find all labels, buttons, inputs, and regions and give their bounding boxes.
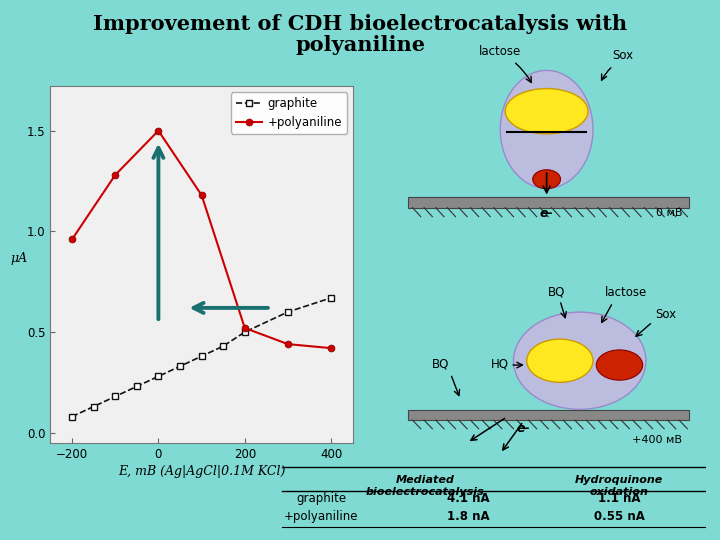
Text: HQ: HQ (491, 357, 509, 370)
graphite (284, 309, 292, 315)
Circle shape (527, 339, 593, 382)
Text: lactose: lactose (479, 44, 521, 58)
Text: +400 мВ: +400 мВ (632, 435, 683, 445)
Text: e-: e- (540, 207, 554, 220)
+polyaniline (111, 172, 120, 178)
graphite (132, 383, 141, 390)
graphite (240, 329, 249, 335)
graphite (176, 363, 184, 369)
+polyaniline (240, 325, 249, 331)
Text: Improvement of CDH bioelectrocatalysis with: Improvement of CDH bioelectrocatalysis w… (93, 14, 627, 33)
Ellipse shape (505, 89, 588, 134)
Text: e-: e- (516, 422, 531, 435)
Text: Sox: Sox (655, 307, 676, 321)
Bar (408, 198, 689, 207)
Text: Mediated
bioelectrocatalysis: Mediated bioelectrocatalysis (366, 475, 484, 497)
X-axis label: E, mB (Ag|AgCl|0.1M KCl): E, mB (Ag|AgCl|0.1M KCl) (118, 465, 285, 478)
Text: lactose: lactose (605, 286, 647, 299)
Text: 0.55 nA: 0.55 nA (594, 510, 644, 523)
Ellipse shape (513, 312, 646, 409)
Text: 0 мВ: 0 мВ (656, 207, 683, 218)
Text: Sox: Sox (612, 49, 634, 62)
graphite (327, 295, 336, 301)
graphite (197, 353, 206, 360)
Text: +polyaniline: +polyaniline (284, 510, 359, 523)
Bar (408, 410, 689, 420)
Text: Hydroquinone
oxidation: Hydroquinone oxidation (575, 475, 663, 497)
Circle shape (596, 350, 643, 380)
graphite (219, 343, 228, 349)
+polyaniline (284, 341, 292, 347)
+polyaniline (197, 192, 206, 198)
Text: BQ: BQ (548, 286, 565, 299)
Circle shape (533, 170, 561, 189)
+polyaniline (68, 236, 76, 242)
graphite (68, 414, 76, 420)
Text: 1.1 nA: 1.1 nA (598, 492, 641, 505)
Ellipse shape (500, 70, 593, 188)
Y-axis label: μA: μA (10, 252, 27, 265)
Text: polyaniline: polyaniline (295, 35, 425, 55)
+polyaniline (154, 127, 163, 134)
Text: 1.8 nA: 1.8 nA (446, 510, 490, 523)
Legend: graphite, +polyaniline: graphite, +polyaniline (231, 92, 347, 133)
Line: +polyaniline: +polyaniline (68, 127, 335, 352)
Text: BQ: BQ (432, 357, 449, 370)
Text: graphite: graphite (296, 492, 346, 505)
Line: graphite: graphite (68, 294, 335, 420)
Text: 4.1 nA: 4.1 nA (446, 492, 490, 505)
graphite (111, 393, 120, 400)
graphite (154, 373, 163, 380)
+polyaniline (327, 345, 336, 352)
graphite (89, 403, 98, 410)
